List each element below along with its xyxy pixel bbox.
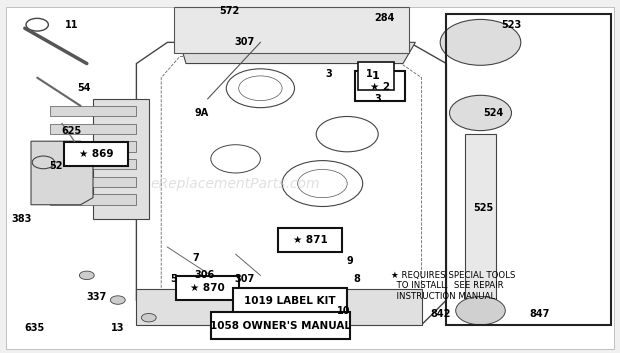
Text: 307: 307 (235, 37, 255, 47)
Text: 1019 LABEL KIT: 1019 LABEL KIT (244, 296, 335, 306)
Text: 9A: 9A (195, 108, 208, 118)
Text: 635: 635 (24, 323, 44, 333)
Text: 307: 307 (235, 274, 255, 284)
Text: 625: 625 (61, 126, 81, 136)
FancyBboxPatch shape (64, 142, 128, 166)
Text: ★ 869: ★ 869 (79, 149, 113, 158)
Text: 9: 9 (347, 256, 353, 266)
Polygon shape (93, 99, 149, 219)
Polygon shape (50, 194, 136, 205)
Text: ★ 870: ★ 870 (190, 283, 225, 293)
Polygon shape (50, 141, 136, 152)
FancyBboxPatch shape (176, 276, 239, 300)
Circle shape (450, 95, 512, 131)
Text: 572: 572 (219, 6, 239, 16)
Polygon shape (50, 159, 136, 169)
Circle shape (110, 296, 125, 304)
Polygon shape (50, 176, 136, 187)
Text: ★ REQUIRES SPECIAL TOOLS
  TO INSTALL.  SEE REPAIR
  INSTRUCTION MANUAL.: ★ REQUIRES SPECIAL TOOLS TO INSTALL. SEE… (391, 271, 515, 301)
Text: 306: 306 (195, 270, 215, 280)
Text: eReplacementParts.com: eReplacementParts.com (151, 176, 321, 191)
Polygon shape (31, 141, 93, 205)
Text: 10: 10 (337, 306, 351, 316)
Circle shape (440, 19, 521, 65)
Text: 1: 1 (372, 71, 379, 81)
Text: 383: 383 (12, 214, 32, 224)
Text: 1: 1 (366, 69, 372, 79)
Text: 7: 7 (192, 253, 198, 263)
FancyBboxPatch shape (232, 288, 347, 314)
Text: 337: 337 (86, 292, 106, 301)
Circle shape (79, 271, 94, 280)
Polygon shape (50, 124, 136, 134)
FancyBboxPatch shape (211, 312, 350, 339)
Circle shape (456, 297, 505, 325)
Polygon shape (180, 42, 415, 64)
Text: 11: 11 (64, 20, 78, 30)
Text: 13: 13 (111, 323, 125, 333)
FancyBboxPatch shape (278, 228, 342, 252)
FancyBboxPatch shape (355, 71, 405, 101)
Text: ★ 2: ★ 2 (370, 82, 390, 91)
Text: ★ 871: ★ 871 (293, 235, 327, 245)
Text: 847: 847 (529, 309, 549, 319)
FancyBboxPatch shape (358, 62, 394, 90)
Text: 525: 525 (474, 203, 494, 213)
Text: 842: 842 (430, 309, 450, 319)
Polygon shape (465, 134, 496, 300)
Text: 523: 523 (502, 20, 521, 30)
Polygon shape (136, 289, 422, 325)
Polygon shape (174, 7, 409, 53)
Text: 8: 8 (353, 274, 360, 284)
Text: 524: 524 (483, 108, 503, 118)
Circle shape (141, 313, 156, 322)
Text: 1058 OWNER'S MANUAL: 1058 OWNER'S MANUAL (210, 321, 351, 331)
Polygon shape (50, 106, 136, 116)
FancyBboxPatch shape (6, 7, 614, 349)
Bar (446, 14, 611, 325)
Text: 54: 54 (77, 83, 91, 93)
Text: 3: 3 (375, 94, 381, 104)
Text: 5: 5 (170, 274, 177, 284)
Text: 52: 52 (49, 161, 63, 171)
Text: 284: 284 (374, 13, 394, 23)
Text: 3: 3 (326, 69, 332, 79)
